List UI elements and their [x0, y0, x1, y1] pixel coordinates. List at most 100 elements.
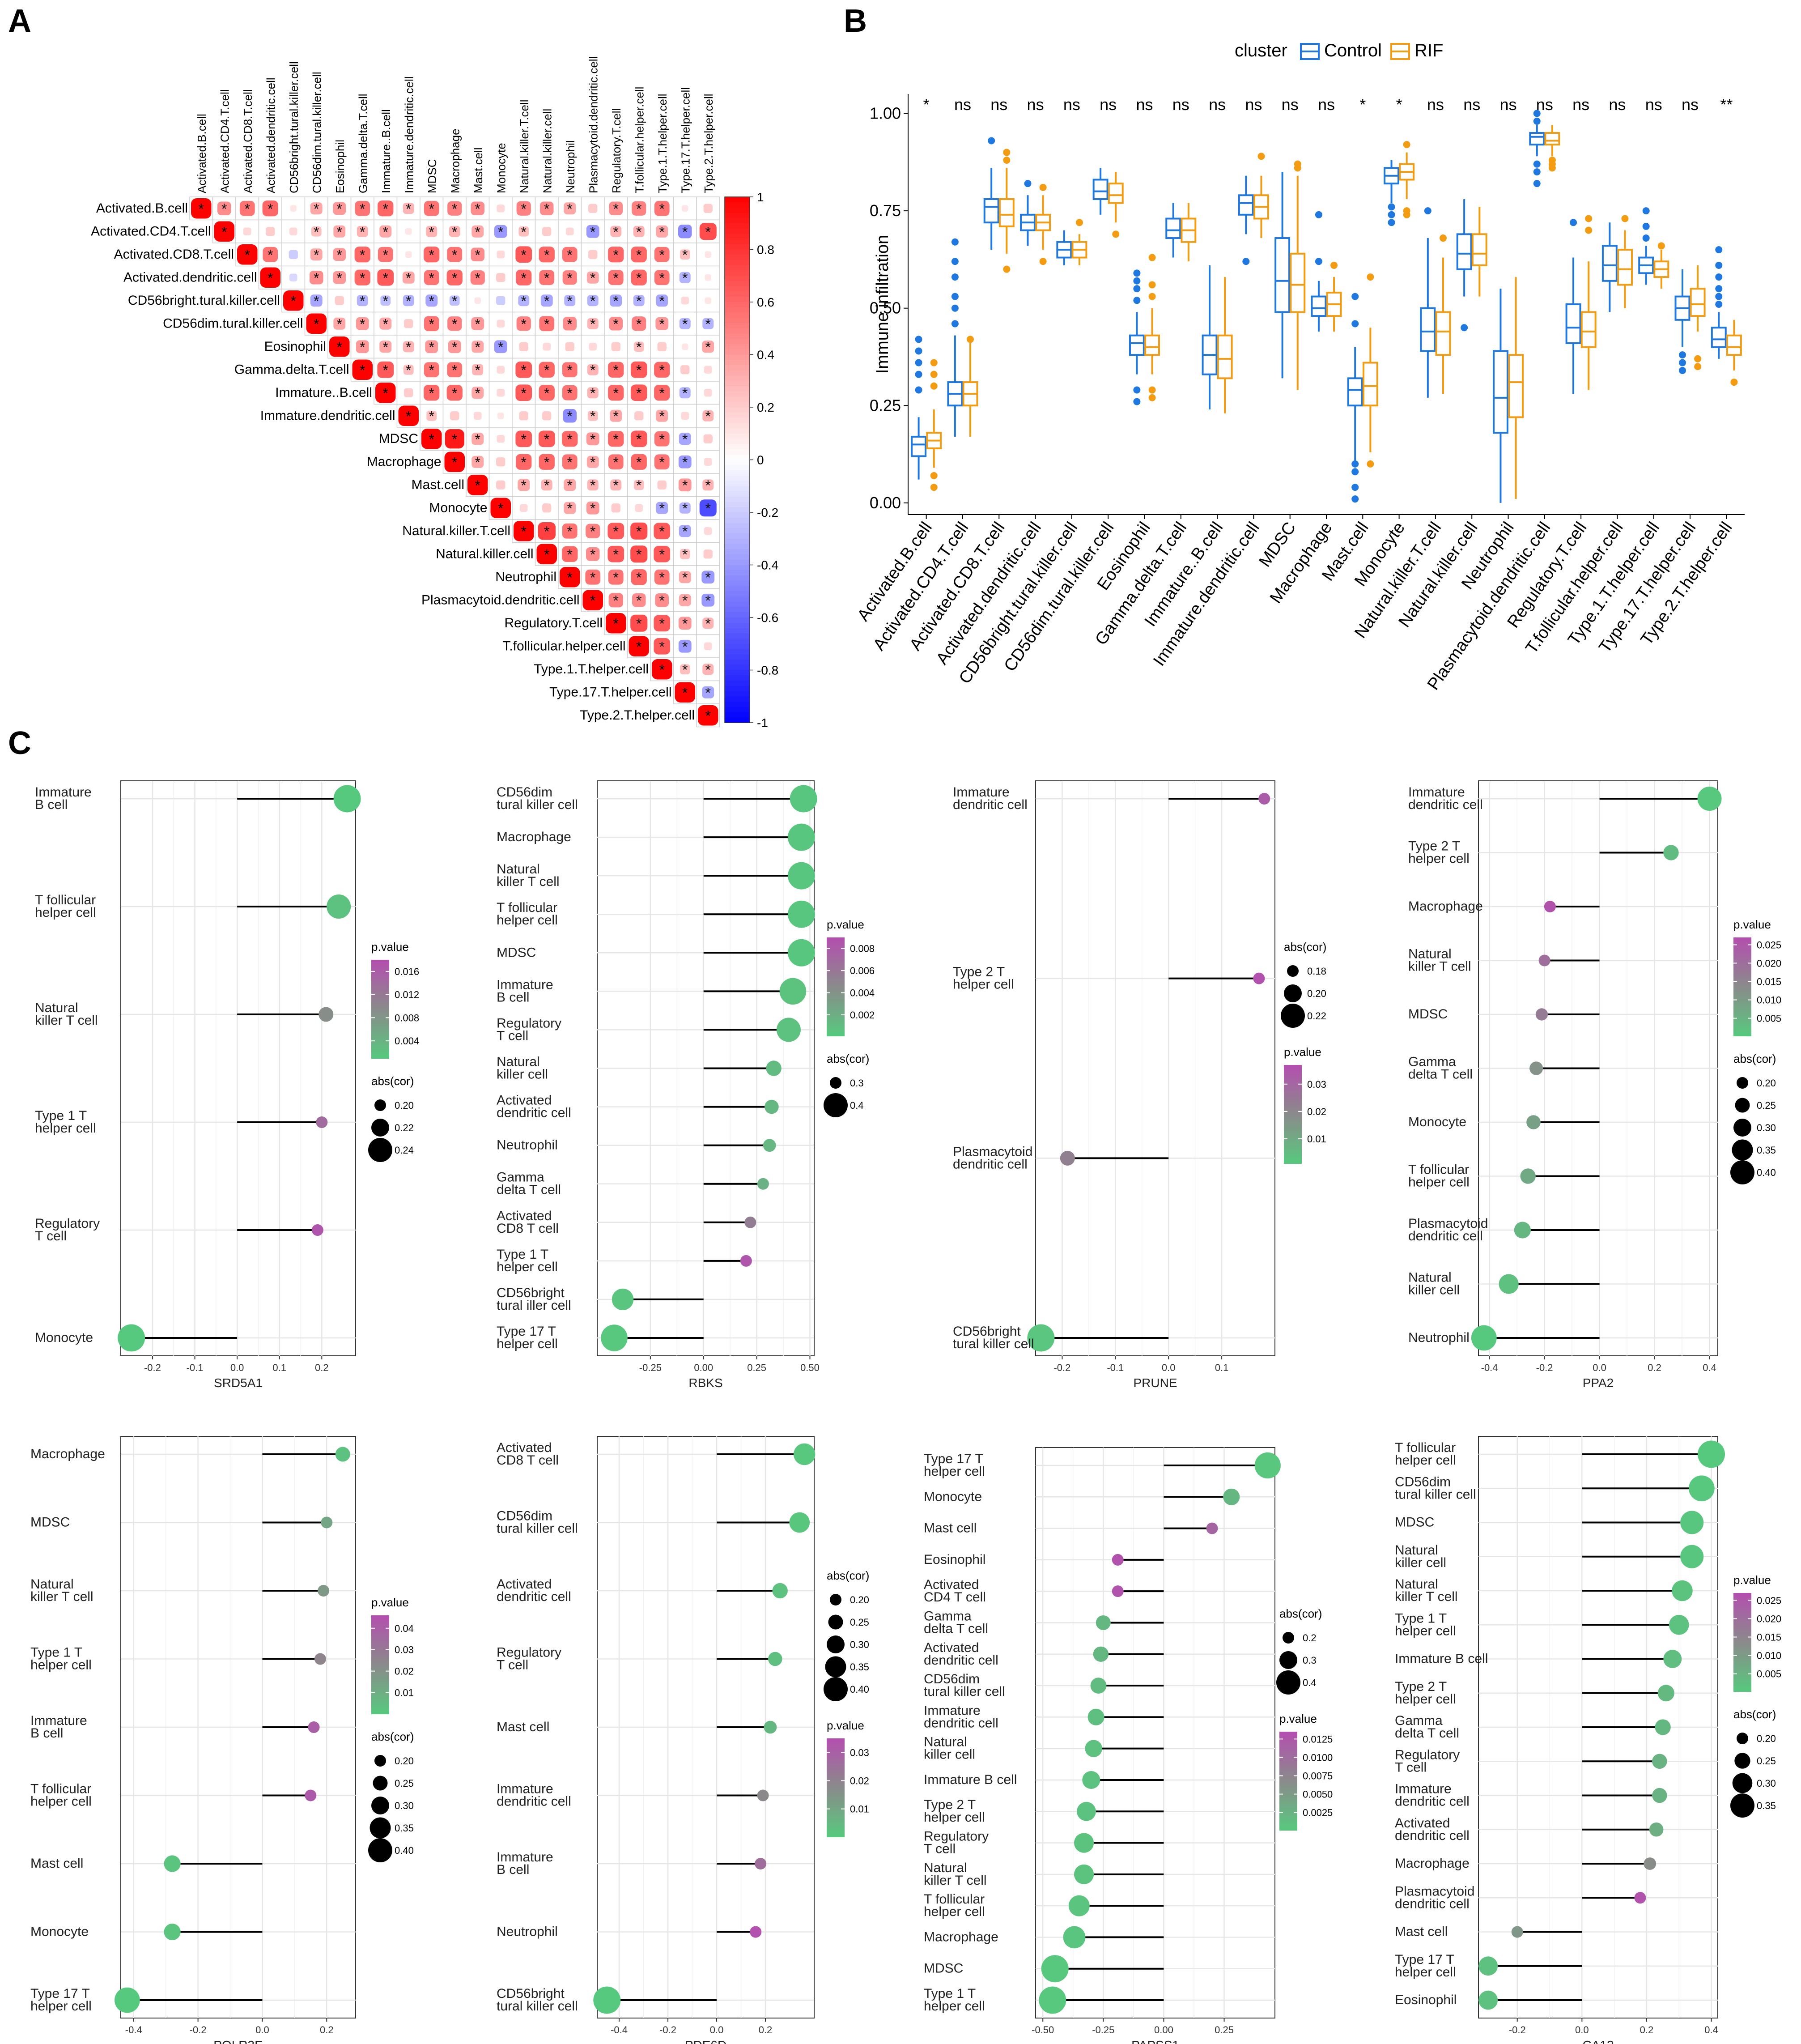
- heatmap-row-label: CD56bright.tural.killer.cell: [128, 293, 280, 308]
- y-tick-label: Macrophage: [1395, 1856, 1470, 1871]
- size-legend-title: abs(cor): [1284, 940, 1326, 954]
- colorbar-step: [725, 307, 750, 313]
- colorbar-step: [725, 691, 750, 697]
- lollipop-point: [779, 978, 807, 1005]
- pvalue-legend-step: [1279, 1793, 1297, 1796]
- significance-mark: *: [682, 454, 688, 470]
- y-tick-label-line: Type 17 T: [924, 1452, 983, 1466]
- pvalue-legend-step: [827, 1827, 845, 1830]
- size-legend-dot: [824, 1677, 848, 1701]
- y-tick-label: Monocyte: [924, 1489, 982, 1504]
- pvalue-legend-step: [371, 1637, 389, 1640]
- heatmap-mark: [496, 480, 505, 490]
- colorbar-step: [725, 213, 750, 218]
- pvalue-legend-label: 0.025: [1757, 939, 1781, 950]
- heatmap-mark: [217, 201, 231, 216]
- size-legend-dot: [1730, 1793, 1754, 1818]
- pvalue-legend-step: [1733, 1622, 1751, 1626]
- pvalue-legend-step: [827, 1829, 845, 1832]
- heatmap-col-label: Regulatory.T.cell: [610, 108, 623, 193]
- heatmap-mark: [588, 204, 598, 213]
- significance-mark: *: [475, 339, 480, 355]
- y-tick-label-line: helper cell: [924, 1464, 985, 1479]
- significance-mark: *: [406, 201, 411, 217]
- pvalue-legend-step: [371, 1657, 389, 1660]
- significance-mark: *: [452, 293, 457, 309]
- heatmap-mark: [656, 409, 668, 422]
- heatmap-cell: [581, 265, 605, 290]
- y-tick-label: CD56dim tural killer cell: [497, 785, 578, 812]
- outlier-point: [915, 386, 922, 394]
- size-legend-label: 0.35: [1757, 1145, 1776, 1156]
- plot-frame: [1035, 780, 1275, 1356]
- outlier-point: [1388, 203, 1395, 211]
- pvalue-legend-step: [371, 1672, 389, 1675]
- x-tick-label: -0.2: [1509, 2024, 1526, 2035]
- significance-mark: *: [521, 293, 527, 309]
- significance-mark: *: [475, 270, 480, 286]
- heatmap-mark: [587, 479, 599, 491]
- significance-mark: *: [590, 362, 595, 378]
- y-tick-label-line: Gamma: [1408, 1055, 1456, 1069]
- heatmap-mark: [424, 316, 439, 332]
- significance-mark: *: [567, 293, 573, 309]
- y-tick-label-line: MDSC: [30, 1515, 70, 1530]
- significance-mark: *: [268, 247, 273, 263]
- x-tick-label: 0.1: [272, 1362, 286, 1373]
- outlier-point: [1439, 234, 1447, 242]
- heatmap-mark: [608, 431, 624, 447]
- pvalue-legend-label: 0.01: [395, 1687, 414, 1699]
- pvalue-legend-step: [1279, 1801, 1297, 1804]
- pvalue-legend-step: [827, 1788, 845, 1791]
- lollipop-point: [766, 1060, 782, 1076]
- pvalue-legend-step: [827, 1013, 845, 1017]
- pvalue-legend-step: [1733, 1682, 1751, 1685]
- pvalue-legend-step: [827, 1812, 845, 1815]
- box-body: [1290, 252, 1306, 313]
- heatmap-cell: [466, 404, 490, 428]
- pvalue-legend-step: [827, 1004, 845, 1007]
- significance-mark: *: [613, 454, 619, 470]
- significance-mark: *: [429, 224, 434, 240]
- significance-mark: *: [475, 316, 480, 332]
- outlier-point: [1294, 160, 1301, 168]
- heatmap-mark: [562, 454, 578, 470]
- pvalue-legend-title: p.value: [1279, 1712, 1317, 1725]
- significance-mark: *: [221, 201, 227, 217]
- heatmap-mark: [586, 524, 600, 538]
- x-axis-title: PRUNE: [1133, 1376, 1177, 1390]
- significance-mark: *: [613, 224, 619, 240]
- significance-mark: *: [567, 408, 573, 424]
- y-tick-label-line: Natural: [1408, 947, 1452, 962]
- x-tick-label: 0.25: [747, 1362, 766, 1373]
- y-tick-label: 0.25: [870, 396, 901, 414]
- significance-mark: *: [659, 639, 665, 655]
- size-legend-dot: [830, 1594, 841, 1605]
- size-legend-title: abs(cor): [371, 1730, 414, 1743]
- pvalue-legend-step: [827, 947, 845, 950]
- colorbar-step: [725, 675, 750, 681]
- heatmap-mark: [606, 613, 626, 634]
- heatmap-mark: [448, 340, 461, 353]
- significance-mark: *: [314, 224, 319, 240]
- pvalue-legend-step: [827, 972, 845, 975]
- heatmap-mark: [518, 479, 530, 491]
- y-tick-label-line: Activated: [497, 1093, 552, 1108]
- significance-mark: *: [521, 454, 527, 470]
- significance-mark: *: [682, 270, 688, 286]
- y-tick-label-line: Immature: [1395, 1782, 1452, 1797]
- significance-mark: *: [590, 270, 595, 286]
- pvalue-legend-step: [371, 1652, 389, 1655]
- heatmap-cell: [696, 565, 720, 589]
- y-tick-label: Natural killer T cell: [497, 862, 560, 889]
- heatmap-row-label: Type.2.T.helper.cell: [580, 708, 695, 723]
- colorbar-step: [725, 207, 750, 213]
- colorbar-step: [725, 617, 750, 623]
- heatmap-mark: [515, 246, 532, 263]
- significance-mark: *: [544, 454, 549, 470]
- pvalue-legend-step: [1733, 989, 1751, 992]
- pvalue-legend-title: p.value: [827, 1719, 864, 1732]
- outlier-point: [1403, 207, 1410, 215]
